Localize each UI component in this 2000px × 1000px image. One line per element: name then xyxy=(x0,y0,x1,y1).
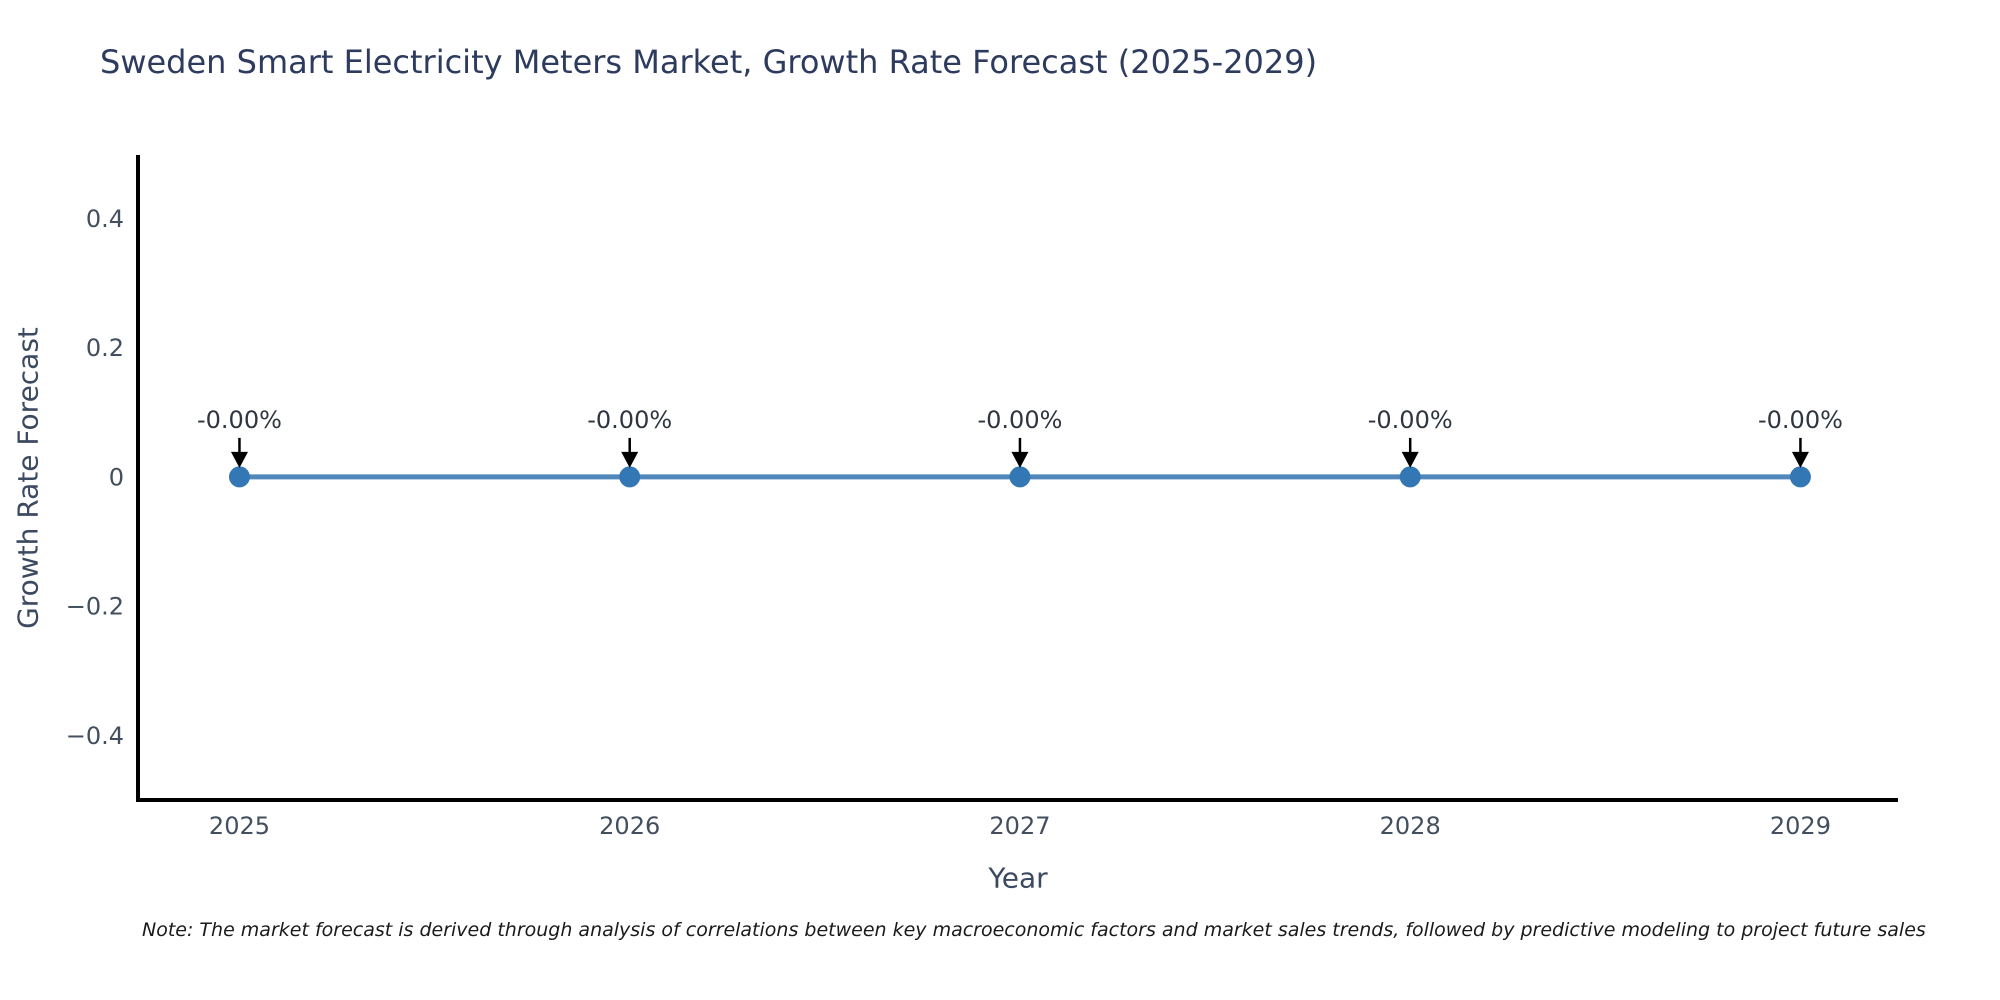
data-point-label: -0.00% xyxy=(197,406,282,434)
x-tick-label: 2028 xyxy=(1380,812,1441,840)
data-point-marker xyxy=(619,466,641,488)
data-point-label: -0.00% xyxy=(977,406,1062,434)
data-point-marker xyxy=(228,466,250,488)
annotation-arrowhead-icon xyxy=(230,451,248,468)
chart-title: Sweden Smart Electricity Meters Market, … xyxy=(100,43,1318,81)
x-tick-label: 2027 xyxy=(989,812,1050,840)
x-tick-label: 2026 xyxy=(599,812,660,840)
y-tick-label: 0.2 xyxy=(86,334,124,362)
y-tick-label: −0.2 xyxy=(66,593,124,621)
x-tick-label: 2025 xyxy=(209,812,270,840)
data-point-label: -0.00% xyxy=(1758,406,1843,434)
annotation-arrowhead-icon xyxy=(1791,451,1809,468)
data-point-marker xyxy=(1009,466,1031,488)
y-tick-label: −0.4 xyxy=(66,722,124,750)
data-point-label: -0.00% xyxy=(587,406,672,434)
data-point-label: -0.00% xyxy=(1368,406,1453,434)
data-point-marker xyxy=(1789,466,1811,488)
footnote: Note: The market forecast is derived thr… xyxy=(142,919,1926,941)
annotation-arrowhead-icon xyxy=(621,451,639,468)
data-point-marker xyxy=(1399,466,1421,488)
annotation-arrowhead-icon xyxy=(1401,451,1419,468)
x-tick-label: 2029 xyxy=(1770,812,1831,840)
annotation-arrowhead-icon xyxy=(1011,451,1029,468)
x-axis-title: Year xyxy=(988,861,1048,895)
y-tick-label: 0.4 xyxy=(86,205,124,233)
y-tick-label: 0 xyxy=(109,463,124,491)
